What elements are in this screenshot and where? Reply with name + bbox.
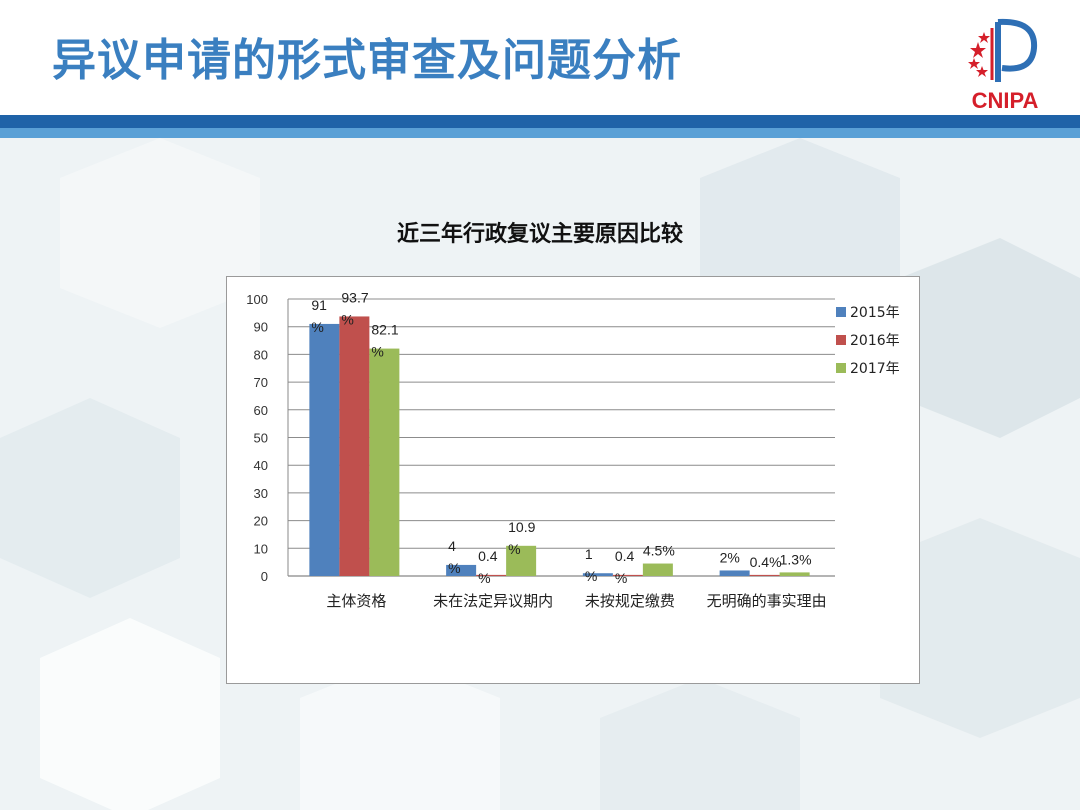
header-band-light xyxy=(0,128,1080,138)
header-band-dark xyxy=(0,115,1080,128)
data-label: 1% xyxy=(585,546,597,584)
cnipa-logo: CNIPA xyxy=(962,14,1048,114)
x-category-label: 无明确的事实理由 xyxy=(707,592,827,610)
y-tick-label: 20 xyxy=(254,514,268,529)
bar xyxy=(719,570,750,576)
y-tick-label: 0 xyxy=(261,569,268,584)
x-category-label: 未按规定缴费 xyxy=(585,592,675,610)
bar xyxy=(749,574,780,576)
bar xyxy=(612,574,643,576)
data-label: 1.3% xyxy=(780,551,812,567)
chart-title: 近三年行政复议主要原因比较 xyxy=(396,221,683,247)
data-label: 4.5% xyxy=(643,543,675,559)
bar-chart: 0 10 20 30 40 50 60 70 80 90 100 91 % 93.7 %82.1 % 主体资格 4… xyxy=(246,289,900,610)
chart-frame: 0 10 20 30 40 50 60 70 80 90 100 91% 93.7% 82.1% 主体资格 4… xyxy=(226,276,920,684)
data-label: 93.7% xyxy=(341,289,368,327)
legend-label: 2017年 xyxy=(850,361,900,377)
data-label: 10.9% xyxy=(508,519,535,557)
data-label: 91% xyxy=(311,297,327,335)
bar xyxy=(642,563,673,576)
bar xyxy=(779,572,810,576)
y-tick-label: 90 xyxy=(254,320,268,335)
data-label: 2% xyxy=(720,549,740,565)
y-tick-label: 100 xyxy=(246,292,268,307)
x-category-label: 主体资格 xyxy=(326,592,386,610)
legend-swatch xyxy=(836,335,846,345)
y-tick-label: 10 xyxy=(254,541,268,556)
data-label: 0.4% xyxy=(615,548,635,586)
data-label: 0.4% xyxy=(750,554,782,570)
y-tick-label: 40 xyxy=(254,458,268,473)
logo-text: CNIPA xyxy=(971,88,1039,113)
y-tick-label: 50 xyxy=(254,431,268,446)
legend-swatch xyxy=(836,363,846,373)
bar xyxy=(309,323,340,576)
y-tick-label: 30 xyxy=(254,486,268,501)
legend-swatch xyxy=(836,307,846,317)
bar xyxy=(476,574,507,576)
legend-label: 2015年 xyxy=(850,305,900,321)
data-label: 82.1% xyxy=(371,322,398,360)
bar xyxy=(339,316,370,576)
y-tick-label: 70 xyxy=(254,375,268,390)
bar xyxy=(369,348,400,576)
bar xyxy=(446,564,477,576)
bar xyxy=(506,545,537,576)
x-category-label: 未在法定异议期内 xyxy=(433,592,553,610)
cnipa-emblem-icon xyxy=(968,18,1038,82)
header-bar: 异议申请的形式审查及问题分析 CNIPA xyxy=(0,0,1080,115)
data-label: 0.4% xyxy=(478,548,498,586)
bar xyxy=(582,573,613,576)
y-tick-label: 60 xyxy=(254,403,268,418)
page-title: 异议申请的形式审查及问题分析 xyxy=(52,35,682,86)
legend-label: 2016年 xyxy=(850,333,900,349)
y-tick-label: 80 xyxy=(254,347,268,362)
data-label: 4% xyxy=(448,538,460,576)
